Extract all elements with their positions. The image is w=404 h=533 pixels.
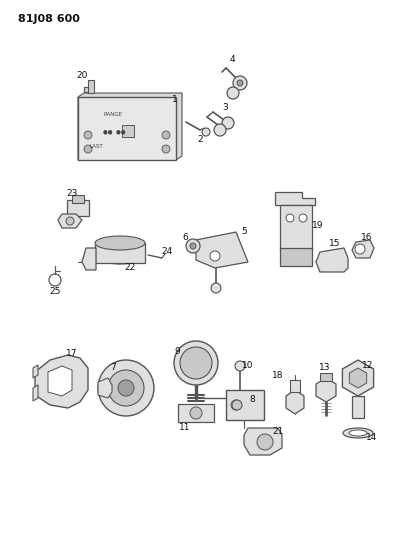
Ellipse shape [95,242,145,264]
Circle shape [162,131,170,139]
Circle shape [222,117,234,129]
Text: 81J08 600: 81J08 600 [18,14,80,24]
Text: 24: 24 [161,247,173,256]
Bar [280,248,312,266]
Circle shape [237,80,243,86]
Circle shape [162,145,170,153]
Polygon shape [352,240,374,258]
Bar [320,373,332,381]
Bar [72,195,84,203]
Text: 11: 11 [179,424,191,432]
Polygon shape [275,192,315,205]
Circle shape [257,434,273,450]
Polygon shape [82,248,96,270]
Text: 8: 8 [249,395,255,405]
Circle shape [231,400,241,410]
Text: 13: 13 [319,364,331,373]
Ellipse shape [343,428,373,438]
Bar [352,396,364,418]
Text: 22: 22 [124,263,136,272]
Circle shape [232,400,242,410]
Bar [226,390,264,420]
Ellipse shape [174,341,218,385]
Circle shape [210,251,220,261]
Circle shape [355,244,365,254]
Circle shape [84,145,92,153]
Circle shape [235,361,245,371]
Polygon shape [88,80,94,93]
Bar [280,205,312,250]
Circle shape [98,360,154,416]
Bar [95,243,145,263]
Polygon shape [244,428,282,455]
Circle shape [202,128,210,136]
Bar [67,200,89,216]
Circle shape [299,214,307,222]
Text: RANGE: RANGE [103,112,122,117]
Text: 15: 15 [329,239,341,248]
Circle shape [190,407,202,419]
Text: LAST: LAST [90,144,103,149]
Text: 23: 23 [66,190,78,198]
Circle shape [286,214,294,222]
Polygon shape [78,93,182,160]
Text: 10: 10 [242,361,254,370]
Polygon shape [349,368,367,388]
Text: 25: 25 [49,287,61,296]
Polygon shape [84,87,88,92]
Circle shape [66,217,74,225]
Circle shape [211,283,221,293]
Circle shape [84,131,92,139]
Circle shape [214,124,226,136]
Polygon shape [33,365,38,378]
Text: 5: 5 [241,228,247,237]
Circle shape [233,76,247,90]
Text: 17: 17 [66,349,78,358]
Polygon shape [316,378,336,402]
Text: 2: 2 [197,135,203,144]
Text: 7: 7 [110,364,116,373]
Text: 18: 18 [272,372,284,381]
Polygon shape [316,248,348,272]
Text: 3: 3 [222,103,228,112]
Polygon shape [343,360,374,396]
Text: 14: 14 [366,432,378,441]
Polygon shape [33,385,38,401]
Circle shape [227,87,239,99]
Text: 4: 4 [229,55,235,64]
Polygon shape [98,378,112,398]
Bar [290,380,300,392]
Polygon shape [196,232,248,268]
Polygon shape [48,366,72,396]
Text: 16: 16 [361,232,373,241]
Ellipse shape [180,347,212,379]
Ellipse shape [349,430,367,436]
Bar [122,125,134,137]
Circle shape [118,380,134,396]
Text: 21: 21 [272,427,284,437]
Polygon shape [58,214,82,228]
Polygon shape [35,355,88,408]
Polygon shape [78,97,176,160]
Text: 12: 12 [362,361,374,370]
Text: 1: 1 [172,94,178,103]
Circle shape [190,243,196,249]
Polygon shape [286,390,304,414]
Bar [178,404,214,422]
Text: 6: 6 [182,233,188,243]
Text: 19: 19 [312,221,324,230]
Circle shape [186,239,200,253]
Ellipse shape [95,236,145,250]
Text: 20: 20 [76,71,88,80]
Circle shape [108,370,144,406]
Text: ●●  ●●: ●● ●● [103,130,126,134]
Text: 9: 9 [174,348,180,357]
